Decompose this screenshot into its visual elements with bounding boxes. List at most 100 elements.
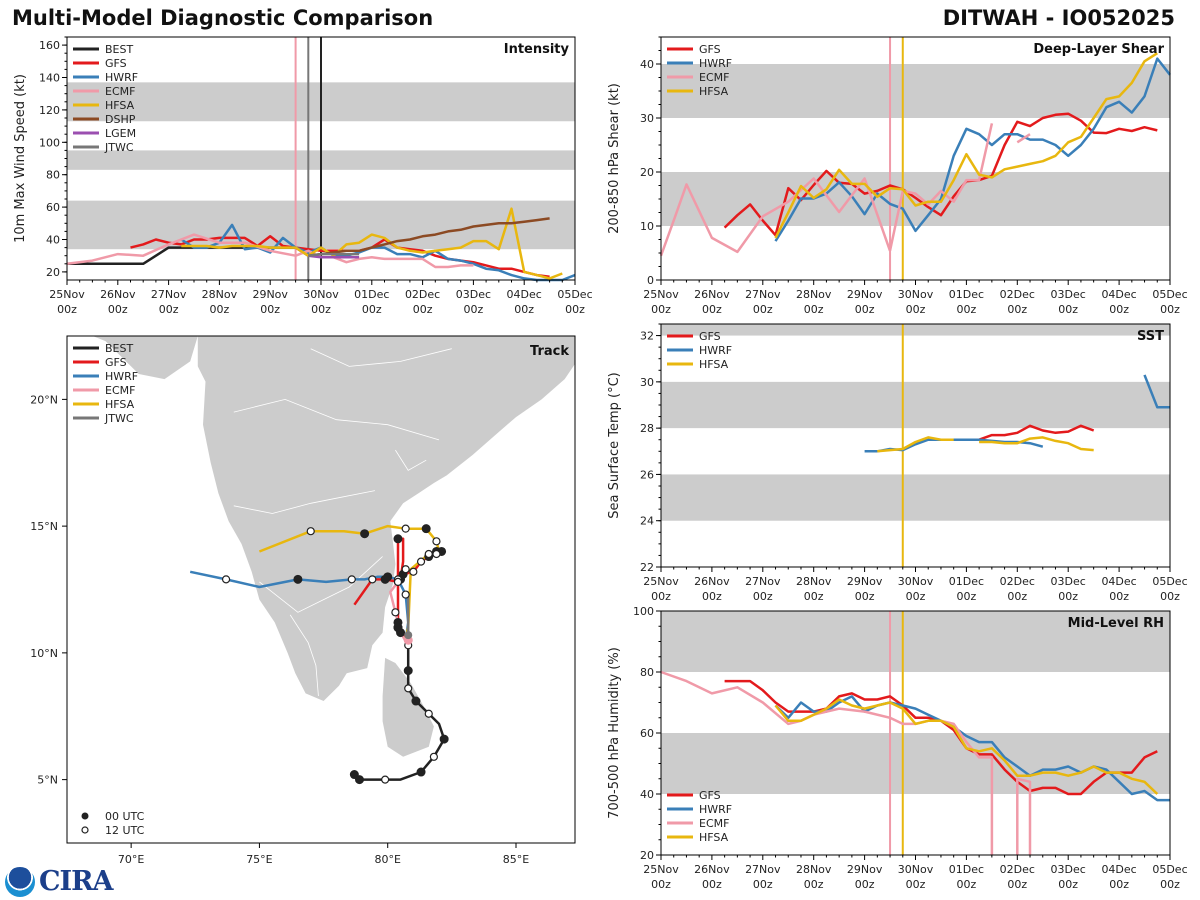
series-line-ecmf (659, 177, 892, 257)
y-tick-label: 30 (640, 376, 654, 389)
track-point-00utc (421, 524, 431, 534)
track-point-12utc (368, 575, 377, 584)
lat-tick-label: 15°N (30, 520, 58, 533)
track-point-12utc (401, 565, 410, 574)
series-line-dshp (308, 217, 550, 257)
x-tick-label: 29Nov (847, 288, 883, 301)
track-point-12utc (381, 775, 390, 784)
x-tick-label: 01Dec (354, 288, 389, 301)
y-tick-label: 32 (640, 330, 654, 343)
series-line-ecmf_b (1016, 777, 1032, 855)
x-tick-label: 00z (1007, 878, 1027, 891)
x-tick-label: 00z (855, 590, 875, 603)
x-tick-label: 05Dec (1152, 288, 1187, 301)
legend-label-gfs: GFS (699, 789, 721, 802)
x-tick-label: 30Nov (898, 288, 934, 301)
legend-label-ecmf: ECMF (105, 85, 135, 98)
x-tick-label: 02Dec (405, 288, 440, 301)
landmass-gujarat (67, 336, 198, 380)
state-boundary (259, 556, 383, 613)
track-point-00utc (439, 734, 449, 744)
y-axis-label: 200-850 hPa Shear (kt) (607, 83, 622, 234)
threshold-band (661, 324, 1170, 336)
x-tick-label: 00z (651, 590, 671, 603)
x-tick-label: 00z (1058, 878, 1078, 891)
legend-label-gfs: GFS (699, 330, 721, 343)
legend-label-dshp: DSHP (105, 113, 136, 126)
x-tick-label: 25Nov (49, 288, 85, 301)
panel-shear: 0 10 20 30 40 25Nov 00z 26Nov 00z 27Nov 00z 28Nov 00… (607, 36, 1188, 316)
panel-track: 70°E 75°E 80°E 85°E 5°N 10°N 15°N 20°N Track BEST… (30, 335, 576, 866)
legend-label-hfsa: HFSA (699, 831, 729, 844)
x-tick-label: 00z (753, 303, 773, 316)
state-boundary (233, 490, 375, 514)
series-line-hfsa (774, 52, 1158, 239)
lat-tick-label: 5°N (37, 774, 58, 787)
series-line-ecmf_c (1016, 133, 1031, 144)
x-tick-label: 00z (210, 303, 230, 316)
legend-label-jtwc: JTWC (104, 412, 134, 425)
y-tick-label: 80 (46, 169, 60, 182)
legend-label-ecmf: ECMF (699, 71, 729, 84)
x-tick-label: 00z (108, 303, 128, 316)
lon-tick-label: 85°E (503, 853, 529, 866)
x-tick-label: 00z (1058, 303, 1078, 316)
x-tick-label: 01Dec (949, 863, 984, 876)
x-tick-label: 28Nov (796, 575, 832, 588)
series-line-hwrf (180, 223, 576, 282)
threshold-band (661, 381, 1170, 429)
track-point-12utc (401, 524, 410, 533)
x-tick-label: 30Nov (898, 575, 934, 588)
track-point-12utc (409, 567, 418, 576)
legend-label-hwrf: HWRF (699, 803, 732, 816)
y-tick-label: 10 (640, 220, 654, 233)
track-point-00utc (396, 628, 406, 638)
x-tick-label: 25Nov (643, 288, 679, 301)
panel-title: Deep-Layer Shear (1033, 42, 1164, 57)
panel-title: Track (530, 344, 569, 359)
x-tick-label: 25Nov (643, 575, 679, 588)
legend-label-hfsa: HFSA (105, 398, 135, 411)
track-point-00utc (393, 534, 403, 544)
noaa-logo-icon (5, 866, 35, 897)
x-tick-label: 00z (753, 878, 773, 891)
legend-label-hwrf: HWRF (699, 57, 732, 70)
legend-label-ecmf: ECMF (699, 817, 729, 830)
x-tick-label: 02Dec (1000, 288, 1035, 301)
x-tick-label: 02Dec (1000, 863, 1035, 876)
state-boundary (233, 398, 440, 441)
track-point-00utc (416, 767, 426, 777)
x-tick-label: 03Dec (456, 288, 491, 301)
x-tick-label: 00z (906, 878, 926, 891)
y-tick-label: 100 (633, 605, 654, 618)
x-tick-label: 05Dec (557, 288, 592, 301)
track-point-00utc (383, 572, 393, 582)
track-point-12utc (306, 527, 315, 536)
x-tick-label: 00z (1058, 590, 1078, 603)
track-point-12utc (424, 709, 433, 718)
threshold-band (661, 474, 1170, 521)
x-tick-label: 28Nov (796, 863, 832, 876)
legend-label-hfsa: HFSA (105, 99, 135, 112)
landmass-india (197, 336, 575, 701)
x-tick-label: 00z (651, 303, 671, 316)
threshold-band (661, 733, 1170, 794)
legend-label-hwrf: HWRF (105, 370, 138, 383)
y-tick-label: 26 (640, 468, 654, 481)
x-tick-label: 00z (804, 590, 824, 603)
track-point-12utc (424, 549, 433, 559)
x-tick-label: 00z (702, 878, 722, 891)
x-tick-label: 00z (702, 303, 722, 316)
x-tick-label: 00z (1109, 590, 1129, 603)
series-line-gfs (978, 424, 1095, 441)
state-boundary (395, 449, 427, 471)
track-point-00utc (403, 666, 413, 676)
map-area (67, 336, 575, 785)
y-axis-label: 700-500 hPa Humidity (%) (607, 647, 622, 819)
series-line-ecmf_b (888, 123, 994, 252)
series-line-lgem (308, 254, 360, 259)
legend-label-ecmf: ECMF (105, 384, 135, 397)
y-tick-label: 28 (640, 422, 654, 435)
legend-label-hfsa: HFSA (699, 358, 729, 371)
